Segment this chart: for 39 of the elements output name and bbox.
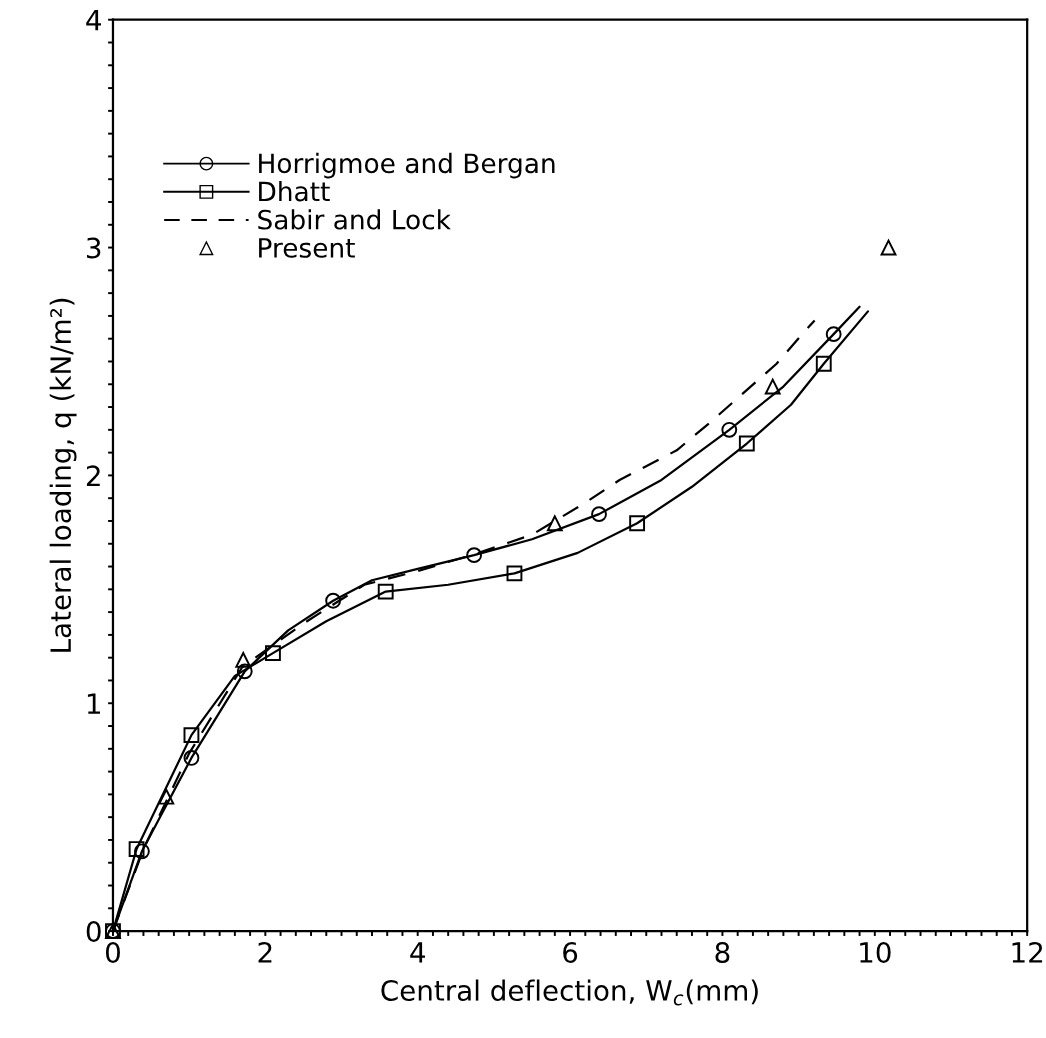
point	[235, 652, 252, 668]
point	[183, 727, 200, 744]
point	[629, 515, 646, 532]
point	[128, 841, 145, 857]
y-tick-label: 2	[86, 465, 100, 486]
point	[738, 435, 755, 452]
point	[183, 750, 200, 766]
point	[880, 239, 897, 256]
legend-label: Sabir and Lock	[258, 209, 451, 230]
y-tick-label: 0	[86, 921, 101, 943]
legend-label: Present	[259, 238, 355, 258]
point	[546, 515, 563, 532]
x-tick-label: 6	[563, 941, 578, 963]
point	[506, 565, 523, 582]
point	[265, 645, 281, 662]
x-tick-label: 12	[1012, 941, 1043, 963]
point	[764, 378, 781, 395]
x-tick-label: 8	[715, 941, 730, 963]
point	[158, 788, 175, 805]
legend-label: Horrigmoe and Bergan	[259, 152, 555, 179]
x-tick-label: 10	[860, 941, 891, 963]
point	[325, 592, 342, 609]
y-tick-label: 3	[87, 237, 101, 259]
x-tick-label: 2	[258, 941, 272, 963]
x-tick-label: 0	[105, 941, 120, 963]
point	[134, 843, 150, 860]
y-tick-label: 1	[87, 693, 100, 714]
y-tick-label: 4	[86, 10, 101, 31]
point	[377, 583, 394, 600]
x-tick-label: 4	[410, 942, 425, 963]
point	[591, 506, 607, 523]
point	[815, 355, 832, 372]
legend-label: Dhatt	[259, 181, 330, 202]
x-axis-title: Central deflection, W$_{c}$(mm)	[381, 979, 758, 1006]
point	[721, 421, 738, 438]
point	[466, 547, 482, 564]
point	[236, 663, 253, 680]
point	[825, 326, 842, 343]
y-axis-title: Lateral loading, q (kN/m²)	[49, 298, 77, 652]
